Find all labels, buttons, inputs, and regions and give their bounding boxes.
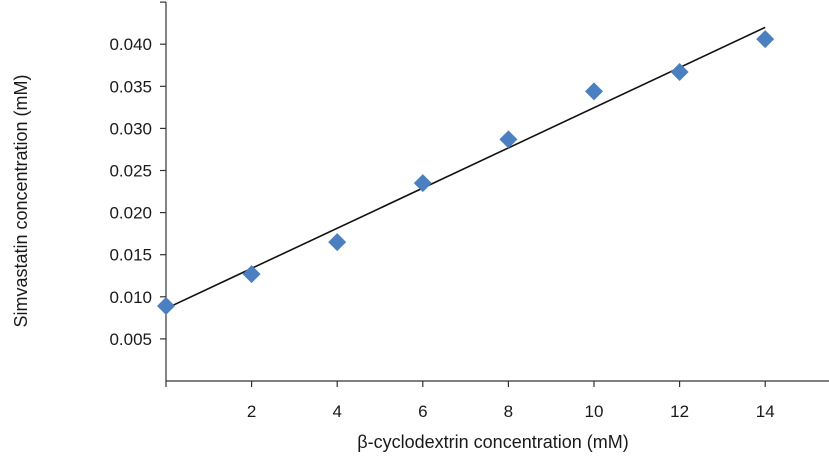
x-tick-label: 4 [332, 402, 341, 421]
y-tick-label: 0.040 [109, 35, 152, 54]
y-tick-label: 0.015 [109, 246, 152, 265]
y-tick-label: 0.005 [109, 330, 152, 349]
data-point [242, 265, 261, 284]
x-tick-label: 8 [504, 402, 513, 421]
x-tick-label: 10 [585, 402, 604, 421]
x-ticks: 2 4 6 8 10 12 14 [165, 381, 775, 421]
trendline [165, 26, 766, 310]
x-tick-label: 14 [756, 402, 775, 421]
trendline-group [165, 26, 766, 310]
y-ticks: 0.005 0.010 0.015 0.020 0.025 0.030 0.035 0.040 [109, 1, 166, 349]
data-points [157, 30, 775, 316]
data-point [328, 233, 347, 252]
x-tick-label: 2 [247, 402, 256, 421]
y-tick-label: 0.020 [109, 204, 152, 223]
axes [165, 2, 829, 382]
data-point [670, 62, 689, 81]
data-point [585, 82, 603, 101]
y-tick-label: 0.030 [109, 119, 152, 138]
y-tick-label: 0.025 [109, 162, 152, 181]
data-point [499, 130, 518, 149]
y-tick-label: 0.010 [109, 288, 152, 307]
y-axis-title: Simvastatin concentration (mM) [11, 74, 31, 327]
x-tick-label: 6 [418, 402, 427, 421]
data-point [413, 174, 432, 193]
x-tick-label: 12 [670, 402, 689, 421]
x-axis-title: β-cyclodextrin concentration (mM) [357, 432, 628, 452]
y-tick-label: 0.035 [109, 77, 152, 96]
data-point [756, 30, 775, 49]
data-point [157, 297, 175, 316]
